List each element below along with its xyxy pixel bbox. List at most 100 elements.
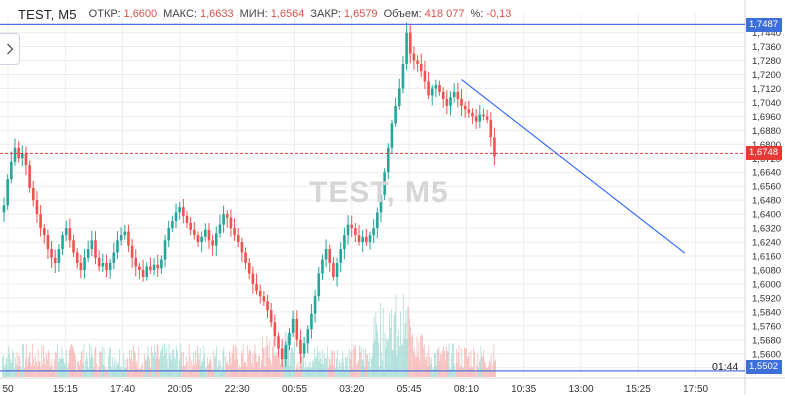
- bar-countdown: 01:44: [712, 361, 739, 373]
- candle-body: [31, 187, 35, 201]
- candle: [97, 250, 101, 272]
- candle: [68, 218, 72, 248]
- candle-body: [251, 273, 255, 284]
- candle-body: [357, 235, 361, 243]
- candle-body: [387, 147, 390, 173]
- candle: [376, 207, 379, 239]
- candle: [310, 304, 313, 339]
- candle-body: [258, 290, 262, 297]
- candle: [405, 22, 408, 71]
- candle: [101, 253, 105, 273]
- candle-body: [214, 233, 218, 246]
- candle: [291, 310, 295, 338]
- candle-body: [86, 249, 90, 258]
- candle: [152, 257, 156, 276]
- candle: [346, 215, 350, 245]
- candle: [394, 97, 397, 127]
- candle-body: [288, 332, 291, 346]
- candle-body: [119, 235, 123, 241]
- candle-body: [485, 116, 489, 120]
- candle: [401, 55, 405, 94]
- candle: [204, 223, 207, 242]
- time-axis-labels: 50 15:15 17:40 20:05 22:30 00:55 03:20 05:45 08:…: [2, 384, 708, 395]
- candle-body: [306, 329, 310, 344]
- candle-body: [42, 228, 46, 236]
- candle: [141, 259, 145, 282]
- candle: [467, 100, 471, 118]
- time-tick-label: 20:05: [167, 384, 192, 395]
- candle: [171, 215, 174, 232]
- candle: [482, 108, 485, 121]
- candle: [64, 220, 68, 241]
- volume-bars: [2, 293, 496, 377]
- candle-body: [445, 98, 449, 106]
- expand-panel-button[interactable]: [0, 33, 20, 65]
- candle-body: [372, 228, 375, 236]
- candle-body: [390, 123, 394, 148]
- hline-bottom-price-tag[interactable]: 1,5502: [746, 360, 782, 374]
- time-tick-label: 08:10: [454, 384, 479, 395]
- candle-body: [273, 322, 277, 337]
- price-tick-label: 1,7360: [752, 42, 781, 53]
- candle: [419, 53, 423, 78]
- candle: [225, 210, 229, 228]
- open-label: ОТКР:: [88, 8, 121, 20]
- price-tick-label: 1,6640: [752, 168, 781, 179]
- candle: [35, 191, 39, 223]
- candle-body: [130, 245, 134, 258]
- candle: [332, 257, 335, 281]
- price-tick-label: 1,6560: [752, 182, 781, 193]
- candle: [354, 222, 357, 243]
- candle-body: [160, 259, 163, 269]
- candle-body: [471, 112, 474, 117]
- candle: [42, 223, 46, 244]
- price-tick-label: 1,5680: [752, 335, 781, 346]
- candle: [196, 231, 200, 248]
- candle: [222, 205, 225, 233]
- candle-body: [277, 336, 280, 349]
- candle-body: [225, 214, 229, 218]
- low-value: 1,6564: [270, 8, 305, 20]
- candle: [182, 198, 185, 224]
- candle: [372, 219, 375, 244]
- candle-body: [405, 32, 408, 64]
- candle-body: [438, 84, 441, 92]
- candle-body: [328, 249, 332, 264]
- candle: [295, 310, 299, 347]
- change-label: %:: [470, 8, 484, 20]
- candle-body: [401, 63, 405, 89]
- candle: [86, 240, 90, 263]
- candle: [21, 145, 24, 167]
- candle: [31, 180, 35, 207]
- candle: [387, 143, 390, 180]
- candle-body: [346, 224, 350, 236]
- candle: [94, 231, 97, 265]
- candle: [138, 262, 141, 280]
- candle: [262, 290, 266, 306]
- candle: [2, 197, 6, 222]
- candle-body: [354, 228, 357, 236]
- trendline[interactable]: [461, 79, 686, 254]
- hline-top-price-tag[interactable]: 1,7487: [746, 18, 782, 32]
- candle-body: [434, 84, 438, 89]
- candle-body: [427, 81, 430, 96]
- price-tick-label: 1,7280: [752, 56, 781, 67]
- candle-body: [141, 269, 145, 277]
- candle-body: [416, 60, 419, 64]
- current-price-tag: 1,6748: [746, 146, 782, 160]
- price-tick-label: 1,6240: [752, 238, 781, 249]
- candle-body: [35, 200, 39, 215]
- candle-body: [467, 109, 471, 113]
- candle-body: [61, 235, 64, 250]
- candle-body: [299, 339, 302, 354]
- candle-body: [152, 264, 156, 270]
- volume-value: 418 077: [424, 8, 465, 20]
- time-tick-label: 15:15: [53, 384, 78, 395]
- candle: [200, 231, 203, 253]
- candle-body: [460, 98, 463, 106]
- candle: [112, 242, 116, 270]
- candle-body: [365, 236, 368, 243]
- candle: [207, 223, 211, 249]
- time-tick-label: 17:50: [683, 384, 708, 395]
